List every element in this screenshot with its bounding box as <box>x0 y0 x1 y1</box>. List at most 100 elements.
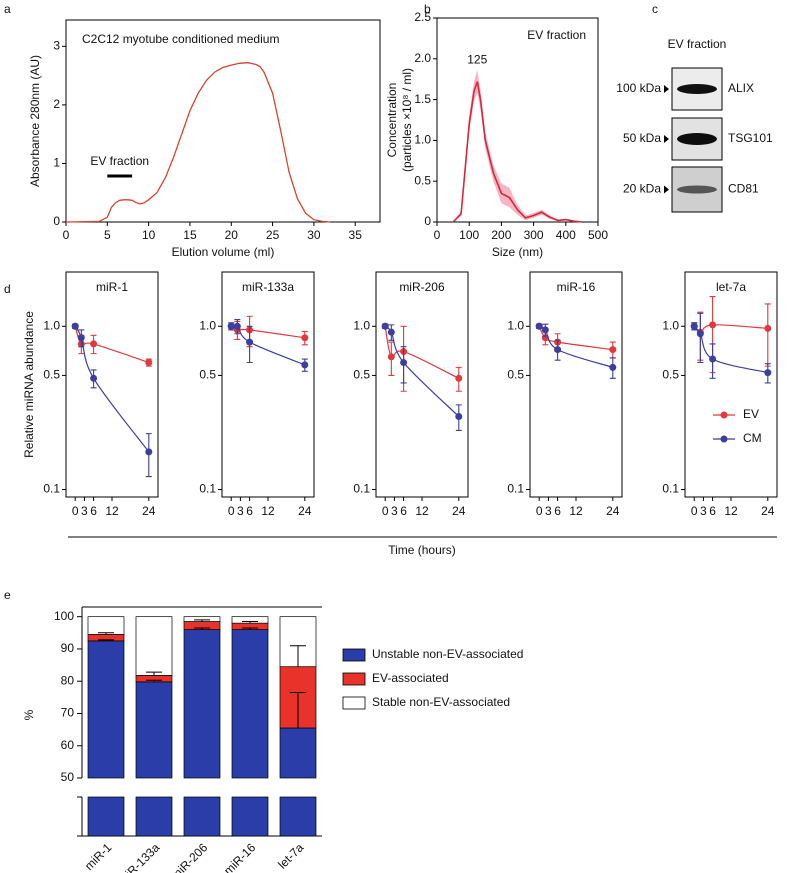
x-tick-label: 24 <box>298 504 312 518</box>
marker-label: 20 kDa <box>623 182 661 196</box>
plot-frame <box>684 271 778 498</box>
y-tick-label: 1.0 <box>662 318 679 332</box>
y-axis-label: Absorbance 280nm (AU) <box>28 55 42 187</box>
plot-frame <box>221 271 315 498</box>
x-tick-label: 12 <box>415 504 429 518</box>
fit-line <box>693 324 768 333</box>
x-tick-label: 10 <box>142 228 156 242</box>
legend-label: EV-associated <box>372 671 449 685</box>
x-tick-label: miR-133a <box>116 840 163 873</box>
y-tick-label: 0 <box>424 214 431 228</box>
y-tick-label: 90 <box>61 641 75 655</box>
y-tick-label: 1.0 <box>507 318 524 332</box>
y-tick-label: 1.0 <box>43 318 60 332</box>
x-tick-label: 24 <box>606 504 620 518</box>
bar-segment <box>135 681 173 779</box>
x-axis-label: Time (hours) <box>388 543 456 557</box>
x-tick-label: 24 <box>142 504 156 518</box>
y-tick-label: 80 <box>61 673 75 687</box>
y-tick-label: 1.0 <box>199 318 216 332</box>
data-point <box>387 328 395 336</box>
y-axis-label: % <box>22 709 36 720</box>
panel-label: e <box>4 588 11 602</box>
x-tick-label: 400 <box>556 228 576 242</box>
x-tick-label: 0 <box>72 504 79 518</box>
error-bar <box>290 645 306 667</box>
x-tick-label: 3 <box>700 504 707 518</box>
x-tick-label: 24 <box>761 504 775 518</box>
blot-title: EV fraction <box>668 37 727 51</box>
panel-title: miR-1 <box>96 280 128 294</box>
error-bar <box>194 627 210 630</box>
data-point <box>709 355 717 363</box>
data-point <box>609 363 617 371</box>
plot-frame <box>65 271 159 498</box>
data-point <box>696 330 704 338</box>
bar-segment <box>183 629 221 779</box>
concentration-line <box>452 81 582 223</box>
data-point <box>90 340 98 348</box>
y-tick-label: 0.1 <box>43 482 60 496</box>
x-tick-label: 3 <box>545 504 552 518</box>
data-point <box>690 322 698 330</box>
panel-label: b <box>424 2 431 16</box>
protein-label: TSG101 <box>728 131 773 145</box>
legend-label: EV <box>743 407 759 421</box>
x-tick-label: 5 <box>104 228 111 242</box>
x-axis-label: Size (nm) <box>492 245 543 259</box>
marker-arrow <box>664 85 669 93</box>
x-tick-label: 12 <box>569 504 583 518</box>
y-tick-label: 0 <box>53 214 60 228</box>
x-tick-label: 12 <box>105 504 119 518</box>
data-point <box>609 346 617 354</box>
x-tick-label: 30 <box>307 228 321 242</box>
data-point <box>764 369 772 377</box>
y-tick-label: 0.1 <box>353 482 370 496</box>
data-point <box>90 374 98 382</box>
blot-band <box>677 185 717 194</box>
legend-marker <box>720 411 728 419</box>
data-point <box>145 358 153 366</box>
x-tick-label: 3 <box>237 504 244 518</box>
x-tick-label: miR-206 <box>168 840 210 873</box>
bar-segment-lower <box>183 796 221 837</box>
panel-title: miR-16 <box>557 280 596 294</box>
x-tick-label: 35 <box>349 228 363 242</box>
legend-swatch <box>342 648 366 662</box>
plot-frame <box>529 271 623 498</box>
y-tick-label: 0.5 <box>43 368 60 382</box>
x-tick-label: 25 <box>266 228 280 242</box>
x-tick-label: 0 <box>691 504 698 518</box>
data-point <box>246 338 254 346</box>
legend-marker <box>720 435 728 443</box>
y-axis-label: Relative miRNA abundance <box>22 311 36 458</box>
y-tick-label: 0.5 <box>507 368 524 382</box>
y-tick-label: 0.1 <box>507 482 524 496</box>
panel-label: a <box>4 2 11 16</box>
bar-segment <box>87 616 125 635</box>
x-tick-label: 0 <box>536 504 543 518</box>
x-tick-label: 0 <box>434 228 441 242</box>
fit-line <box>74 326 149 364</box>
x-tick-label: 100 <box>459 228 479 242</box>
error-bar <box>98 639 114 641</box>
fit-line <box>231 324 306 366</box>
data-point <box>71 322 79 330</box>
y-tick-label: 2 <box>53 97 60 111</box>
y-tick-label: 0.5 <box>662 368 679 382</box>
x-tick-label: 6 <box>554 504 561 518</box>
bar-segment-lower <box>279 796 317 837</box>
data-point <box>233 322 241 330</box>
data-point <box>145 448 153 456</box>
y-tick-label: 0.5 <box>199 368 216 382</box>
fit-line <box>693 325 768 374</box>
data-point <box>541 326 549 334</box>
data-point <box>381 322 389 330</box>
x-tick-label: 12 <box>261 504 275 518</box>
y-tick-label: 2.0 <box>414 51 431 65</box>
bar-segment-lower <box>135 796 173 837</box>
bar-segment <box>231 629 269 779</box>
x-tick-label: 24 <box>452 504 466 518</box>
x-tick-label: 6 <box>246 504 253 518</box>
